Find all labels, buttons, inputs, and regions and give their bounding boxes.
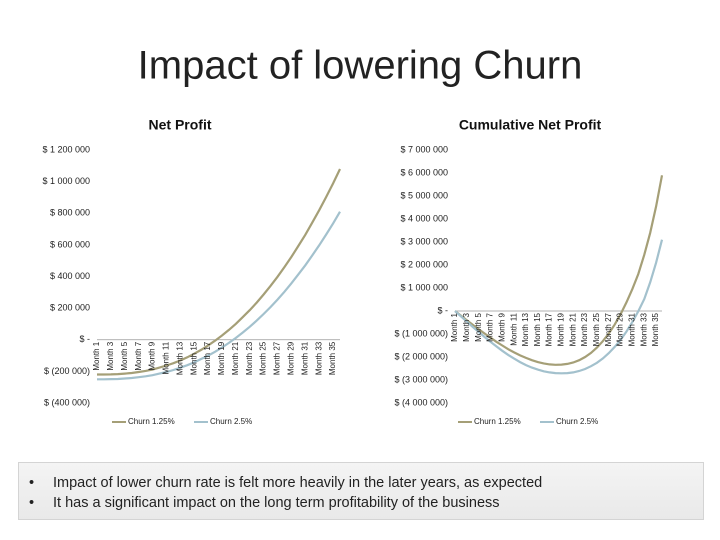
x-tick-label: Month 3 [106, 341, 115, 370]
x-tick-label: Month 31 [300, 341, 309, 375]
y-tick-label: $ (200 000) [44, 366, 90, 376]
bullet-text: It has a significant impact on the long … [53, 495, 500, 511]
x-tick-label: Month 19 [217, 341, 226, 375]
x-tick-label: Month 27 [273, 341, 282, 375]
x-tick-label: Month 11 [509, 312, 518, 345]
y-tick-label: $ (3 000 000) [394, 374, 448, 384]
chart-title: Net Profit [149, 117, 212, 133]
bullet: • It has a significant impact on the long… [29, 495, 500, 511]
x-tick-label: Month 35 [328, 341, 337, 375]
line [454, 239, 664, 375]
legend-label: Churn 2.5% [556, 417, 598, 426]
x-tick-label: Month 33 [639, 312, 648, 346]
x-tick-label: Month 15 [189, 341, 198, 375]
x-tick-label: Month 25 [592, 312, 601, 346]
y-tick-label: $ 3 000 000 [400, 236, 448, 246]
legend-label: Churn 2.5% [210, 417, 252, 426]
y-tick-label: $ 1 000 000 [42, 176, 90, 186]
y-tick-label: $ 7 000 000 [400, 144, 448, 154]
x-tick-label: Month 17 [203, 341, 212, 375]
y-tick-label: $ 1 000 000 [400, 282, 448, 292]
x-tick-label: Month 7 [486, 312, 495, 341]
line [454, 175, 664, 366]
y-tick-label: $ 5 000 000 [400, 190, 448, 200]
x-tick-label: Month 1 [450, 312, 459, 341]
x-tick-label: Month 35 [651, 312, 660, 346]
legend-label: Churn 1.25% [474, 417, 521, 426]
y-tick-label: $ - [437, 305, 448, 315]
y-tick-label: $ (400 000) [44, 397, 90, 407]
x-tick-label: Month 17 [545, 312, 554, 346]
x-tick-label: Month 21 [568, 312, 577, 346]
y-tick-label: $ 1 200 000 [42, 144, 90, 154]
x-tick-label: Month 13 [521, 312, 530, 346]
y-tick-label: $ 200 000 [50, 303, 90, 313]
x-tick-label: Month 5 [120, 341, 129, 370]
x-tick-label: Month 1 [92, 341, 101, 370]
y-tick-label: $ 400 000 [50, 271, 90, 281]
bullet-box: • Impact of lower churn rate is felt more… [18, 462, 704, 520]
x-tick-label: Month 7 [134, 341, 143, 370]
x-tick-label: Month 23 [580, 312, 589, 346]
legend-label: Churn 1.25% [128, 417, 175, 426]
y-tick-label: $ 800 000 [50, 208, 90, 218]
x-tick-label: Month 3 [462, 312, 471, 341]
x-tick-label: Month 11 [162, 341, 171, 374]
x-tick-label: Month 33 [314, 341, 323, 375]
y-tick-label: $ (1 000 000) [394, 328, 448, 338]
y-tick-label: $ 6 000 000 [400, 167, 448, 177]
x-tick-label: Month 9 [497, 312, 506, 341]
x-tick-label: Month 25 [259, 341, 268, 375]
line [97, 211, 341, 381]
slide-title: Impact of lowering Churn [138, 44, 583, 88]
charts: Impact of lowering Churn Net Profit $ (40… [42, 44, 664, 426]
x-tick-label: Month 21 [231, 341, 240, 375]
y-tick-label: $ - [79, 334, 90, 344]
y-tick-label: $ 600 000 [50, 239, 90, 249]
x-tick-label: Month 5 [474, 312, 483, 341]
y-tick-label: $ (4 000 000) [394, 397, 448, 407]
y-tick-label: $ 4 000 000 [400, 213, 448, 223]
x-tick-label: Month 13 [175, 341, 184, 375]
x-tick-label: Month 23 [245, 341, 254, 375]
bullet-text: Impact of lower churn rate is felt more … [53, 475, 543, 491]
x-tick-label: Month 9 [148, 341, 157, 370]
y-tick-label: $ 2 000 000 [400, 259, 448, 269]
chart-title: Cumulative Net Profit [459, 117, 602, 133]
x-tick-label: Month 15 [533, 312, 542, 346]
x-tick-label: Month 27 [604, 312, 613, 346]
x-tick-label: Month 29 [287, 341, 296, 375]
x-tick-label: Month 29 [616, 312, 625, 346]
x-tick-label: Month 31 [628, 312, 637, 346]
y-tick-label: $ (2 000 000) [394, 351, 448, 361]
line [97, 168, 341, 376]
x-tick-label: Month 19 [557, 312, 566, 346]
bullet: • Impact of lower churn rate is felt more… [29, 475, 543, 491]
